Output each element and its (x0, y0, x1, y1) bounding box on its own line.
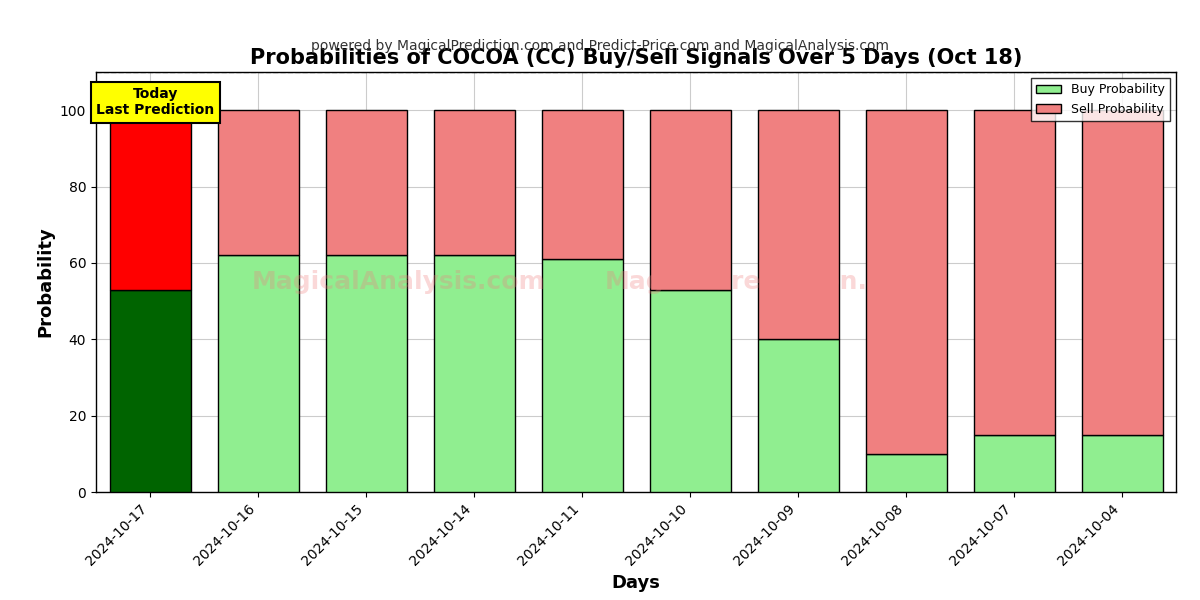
Bar (973, 435, 1055, 492)
Text: Today
Last Prediction: Today Last Prediction (96, 87, 215, 118)
Text: MagicalPrediction.com: MagicalPrediction.com (605, 270, 926, 294)
Y-axis label: Probability: Probability (36, 227, 54, 337)
Bar (757, 339, 839, 492)
Text: powered by MagicalPrediction.com and Predict-Price.com and MagicalAnalysis.com: powered by MagicalPrediction.com and Pre… (311, 39, 889, 53)
Bar (649, 110, 731, 290)
Bar (649, 290, 731, 492)
Bar (433, 110, 515, 255)
Bar (109, 290, 191, 492)
Title: Probabilities of COCOA (CC) Buy/Sell Signals Over 5 Days (Oct 18): Probabilities of COCOA (CC) Buy/Sell Sig… (250, 47, 1022, 68)
Bar (865, 454, 947, 492)
Bar (973, 110, 1055, 435)
Bar (325, 110, 407, 255)
Bar (1081, 110, 1163, 435)
Bar (109, 110, 191, 290)
Text: MagicalAnalysis.com: MagicalAnalysis.com (252, 270, 545, 294)
Bar (433, 255, 515, 492)
Legend: Buy Probability, Sell Probability: Buy Probability, Sell Probability (1031, 78, 1170, 121)
Bar (325, 255, 407, 492)
Bar (1081, 435, 1163, 492)
Bar (757, 110, 839, 339)
Bar (865, 110, 947, 454)
Bar (217, 110, 299, 255)
Bar (217, 255, 299, 492)
Bar (541, 110, 623, 259)
Bar (541, 259, 623, 492)
X-axis label: Days: Days (612, 574, 660, 592)
